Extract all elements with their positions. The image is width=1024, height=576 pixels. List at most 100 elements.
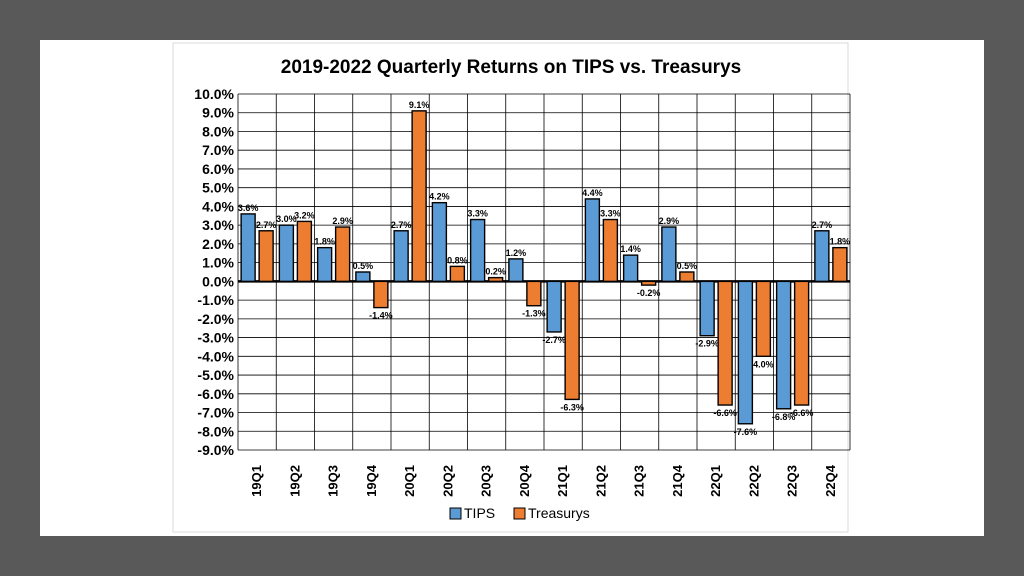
label-treasurys-20q3: 0.2% bbox=[485, 267, 506, 277]
label-treasurys-19q1: 2.7% bbox=[256, 220, 277, 230]
bar-treasurys-20q2 bbox=[449, 265, 466, 283]
category-label-21q1: 21Q1 bbox=[555, 465, 570, 497]
y-axis-tick-labels: 10.0% 9.0% 8.0% 7.0% 6.0% 5.0% 4.0% 3.0% 2.0% 1.0… bbox=[194, 86, 234, 458]
y-tick-label: 10.0% bbox=[194, 86, 234, 102]
label-treasurys-19q2: 3.2% bbox=[294, 210, 315, 220]
label-treasurys-21q4: 0.5% bbox=[677, 261, 698, 271]
label-tips-20q3: 3.3% bbox=[467, 209, 488, 219]
bar-treasurys-21q2 bbox=[602, 218, 619, 283]
bar-tips-20q3 bbox=[469, 218, 486, 283]
y-tick-label: 9.0% bbox=[202, 105, 234, 121]
label-tips-19q4: 0.5% bbox=[353, 261, 374, 271]
x-axis-category-labels: 19Q1 19Q2 19Q3 19Q4 20Q1 20Q2 20Q3 20Q4 21Q1 21Q2… bbox=[249, 464, 838, 497]
y-tick-label: -2.0% bbox=[197, 311, 234, 327]
bar-treasurys-19q1 bbox=[258, 230, 274, 283]
y-tick-label: 2.0% bbox=[202, 236, 234, 252]
label-tips-22q3: -6.8% bbox=[772, 412, 796, 422]
y-tick-label: 3.0% bbox=[202, 217, 234, 233]
bar-treasurys-22q2 bbox=[755, 280, 772, 358]
category-label-19q2: 19Q2 bbox=[287, 465, 302, 497]
data-labels: 3.6%2.7%3.0%3.2%1.8%2.9%0.5%-1.4%2.7%9.1… bbox=[238, 100, 850, 437]
label-treasurys-20q4: -1.3% bbox=[522, 309, 546, 319]
bar-treasurys-19q4 bbox=[373, 280, 389, 309]
bar-tips-22q4 bbox=[814, 230, 830, 283]
category-label-20q3: 20Q3 bbox=[479, 465, 494, 497]
label-tips-19q2: 3.0% bbox=[276, 214, 297, 224]
y-tick-label: 0.0% bbox=[202, 273, 234, 289]
label-treasurys-21q3: -0.2% bbox=[637, 288, 661, 298]
category-label-22q4: 22Q4 bbox=[823, 464, 838, 497]
bar-treasurys-21q1 bbox=[564, 280, 580, 401]
category-label-21q4: 21Q4 bbox=[670, 464, 685, 497]
y-tick-label: -1.0% bbox=[197, 292, 234, 308]
bar-tips-21q3 bbox=[622, 254, 639, 283]
category-label-22q3: 22Q3 bbox=[785, 465, 800, 497]
bar-tips-21q4 bbox=[661, 226, 677, 283]
label-tips-22q2: -7.6% bbox=[734, 427, 758, 437]
chart-area-border bbox=[172, 42, 849, 533]
legend-label-treasurys: Treasurys bbox=[528, 505, 590, 521]
bar-tips-22q2 bbox=[737, 280, 754, 425]
bar-treasurys-20q1 bbox=[411, 110, 427, 283]
bar-treasurys-21q3 bbox=[640, 280, 657, 286]
bar-treasurys-20q3 bbox=[487, 276, 504, 283]
bar-treasurys-19q3 bbox=[334, 226, 351, 283]
category-label-19q3: 19Q3 bbox=[326, 465, 341, 497]
y-tick-label: 1.0% bbox=[202, 255, 234, 271]
label-treasurys-20q2: 0.8% bbox=[447, 255, 468, 265]
label-tips-21q3: 1.4% bbox=[620, 244, 641, 254]
label-tips-19q3: 1.8% bbox=[314, 237, 335, 247]
category-label-20q2: 20Q2 bbox=[440, 465, 455, 497]
category-label-21q3: 21Q3 bbox=[632, 465, 647, 497]
legend-swatch-tips bbox=[449, 507, 462, 520]
bar-treasurys-21q4 bbox=[679, 271, 695, 283]
category-label-22q2: 22Q2 bbox=[746, 465, 761, 497]
bar-tips-19q4 bbox=[355, 271, 371, 283]
category-label-22q1: 22Q1 bbox=[708, 465, 723, 497]
y-tick-label: -4.0% bbox=[197, 348, 234, 364]
bar-tips-20q1 bbox=[393, 230, 409, 283]
label-treasurys-22q4: 1.8% bbox=[830, 237, 851, 247]
legend: TIPS Treasurys bbox=[449, 505, 590, 521]
label-treasurys-19q4: -1.4% bbox=[369, 311, 393, 321]
category-label-21q2: 21Q2 bbox=[593, 465, 608, 497]
y-tick-label: -3.0% bbox=[197, 330, 234, 346]
bar-tips-22q1 bbox=[699, 280, 715, 337]
label-treasurys-19q3: 2.9% bbox=[332, 216, 353, 226]
label-tips-21q2: 4.4% bbox=[582, 188, 603, 198]
label-treasurys-22q3: -6.6% bbox=[790, 408, 814, 418]
bars bbox=[240, 110, 848, 425]
y-tick-label: -5.0% bbox=[197, 367, 234, 383]
category-label-20q1: 20Q1 bbox=[402, 465, 417, 497]
returns-chart: 2019-2022 Quarterly Returns on TIPS vs. … bbox=[172, 42, 851, 533]
bar-tips-20q4 bbox=[508, 258, 524, 283]
category-label-19q4: 19Q4 bbox=[364, 464, 379, 497]
gridlines bbox=[237, 93, 851, 451]
bar-treasurys-22q1 bbox=[717, 280, 733, 406]
label-treasurys-22q1: -6.6% bbox=[713, 408, 737, 418]
bar-tips-19q2 bbox=[278, 224, 295, 283]
bar-tips-22q3 bbox=[775, 280, 792, 410]
label-treasurys-22q2: 4.0% bbox=[753, 359, 774, 369]
bar-tips-21q1 bbox=[546, 280, 562, 333]
category-label-20q4: 20Q4 bbox=[517, 464, 532, 497]
y-tick-label: -6.0% bbox=[197, 386, 234, 402]
chart-title: 2019-2022 Quarterly Returns on TIPS vs. … bbox=[281, 57, 741, 78]
category-label-19q1: 19Q1 bbox=[249, 465, 264, 497]
bar-tips-20q2 bbox=[431, 201, 448, 283]
y-tick-label: 4.0% bbox=[202, 198, 234, 214]
label-tips-20q4: 1.2% bbox=[506, 248, 527, 258]
label-treasurys-21q1: -6.3% bbox=[560, 402, 584, 412]
label-tips-22q4: 2.7% bbox=[812, 220, 833, 230]
label-tips-21q4: 2.9% bbox=[659, 216, 680, 226]
y-tick-label: -7.0% bbox=[197, 405, 234, 421]
bar-tips-19q1 bbox=[240, 213, 256, 283]
bar-treasurys-22q3 bbox=[793, 280, 810, 406]
label-tips-21q1: -2.7% bbox=[542, 335, 566, 345]
label-tips-22q1: -2.9% bbox=[695, 339, 719, 349]
bar-treasurys-19q2 bbox=[296, 220, 313, 283]
legend-label-tips: TIPS bbox=[464, 505, 495, 521]
bar-tips-21q2 bbox=[584, 198, 601, 283]
label-tips-20q1: 2.7% bbox=[391, 220, 412, 230]
label-treasurys-20q1: 9.1% bbox=[409, 100, 430, 110]
